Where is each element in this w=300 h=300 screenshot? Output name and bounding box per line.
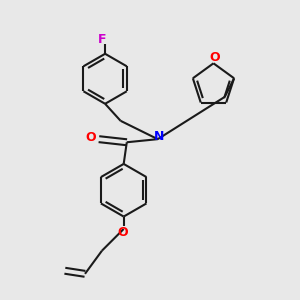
Text: O: O — [118, 226, 128, 239]
Text: N: N — [154, 130, 164, 143]
Text: O: O — [86, 131, 97, 144]
Text: F: F — [98, 33, 106, 46]
Text: O: O — [209, 51, 220, 64]
